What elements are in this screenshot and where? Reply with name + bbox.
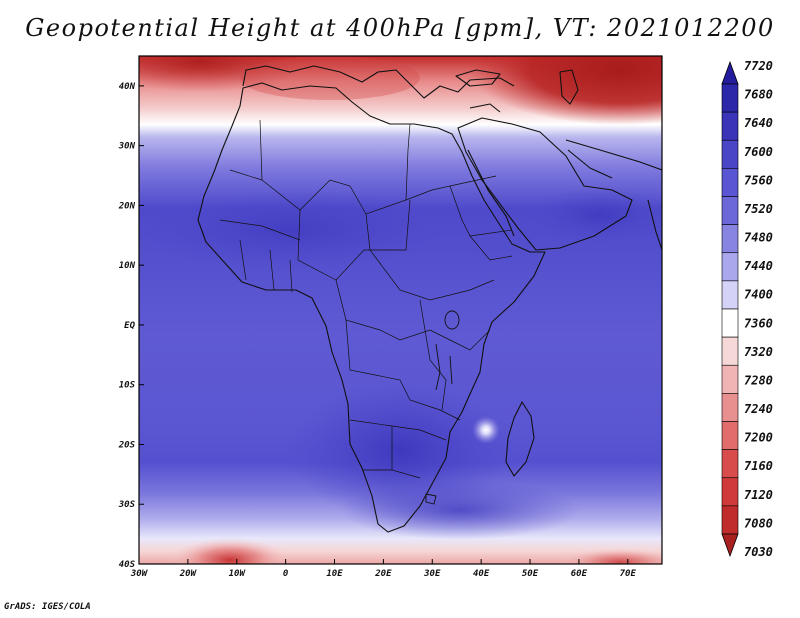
- colorbar-swatch: [721, 336, 739, 366]
- lat-tick-label: 40S: [119, 560, 136, 570]
- lon-tick-label: 40E: [473, 569, 490, 579]
- lakes: [425, 310, 460, 505]
- lon-tick-label: 20E: [374, 569, 392, 579]
- lon-tick-label: 10E: [326, 569, 343, 579]
- lat-tick-label: EQ: [124, 321, 135, 331]
- country-borders: [219, 119, 513, 479]
- lat-tick-label: 40N: [119, 82, 136, 92]
- colorbar-swatch: [721, 139, 739, 169]
- lat-tick-label: 10N: [119, 261, 136, 271]
- colorbar-label: 7280: [744, 373, 773, 387]
- map-title: Geopotential Height at 400hPa [gpm], VT:…: [25, 14, 775, 42]
- colorbar-min-triangle: [721, 533, 739, 558]
- colorbar-swatch: [721, 449, 739, 479]
- lat-tick-label: 30N: [118, 142, 136, 152]
- lon-tick-label: 60E: [571, 569, 588, 579]
- longitude-axis: 30W 20W 10W 0 10E 20E 30E 40E 50E 60E 70E: [130, 559, 637, 579]
- colorbar-label: 7400: [744, 288, 773, 302]
- colorbar-label: 7480: [744, 231, 773, 245]
- lon-tick-label: 30E: [423, 569, 441, 579]
- colorbar-swatch: [721, 252, 739, 282]
- lon-tick-label: 30W: [130, 569, 149, 579]
- colorbar-label: 7560: [744, 173, 773, 187]
- plot-frame: [138, 55, 663, 565]
- colorbar-label: 7640: [744, 116, 773, 130]
- colorbar-swatch: [721, 308, 739, 338]
- lon-tick-label: 70E: [620, 569, 637, 579]
- colorbar-label: 7120: [744, 488, 773, 502]
- colorbar-label: 7680: [744, 88, 773, 102]
- colorbar-label: 7200: [744, 431, 773, 445]
- colorbar-label: 7520: [744, 202, 773, 216]
- colorbar-swatch: [721, 196, 739, 225]
- lat-tick-label: 20N: [118, 201, 136, 211]
- colorbar-swatch: [721, 111, 739, 141]
- lon-tick-label: 20W: [179, 569, 198, 579]
- colorbar-swatch: [721, 477, 739, 507]
- colorbar-label: 7080: [744, 516, 773, 530]
- europe-coastline: [242, 65, 515, 113]
- lon-tick-label: 0: [283, 569, 289, 579]
- colorbar-label: 7240: [744, 402, 773, 416]
- colorbar-label: 7720: [744, 59, 773, 73]
- footer-credit: GrADS: IGES/COLA: [4, 602, 91, 612]
- colorbar-label: 7320: [744, 345, 773, 359]
- colorbar-swatch: [721, 168, 739, 197]
- colorbar-swatch: [721, 224, 739, 254]
- colorbar-swatch: [721, 280, 739, 310]
- colorbar-label: 7360: [744, 316, 773, 330]
- madagascar-coastline: [505, 401, 535, 477]
- colorbar-max-triangle: [721, 60, 739, 85]
- colorbar-label: 7160: [744, 459, 773, 473]
- colorbar-swatch: [721, 505, 739, 535]
- colorbar: 7720 7680 7640 7600 7560 7520 7480 7440 7400 7360…: [721, 59, 773, 559]
- height-field: [139, 56, 662, 564]
- lat-tick-label: 10S: [119, 381, 136, 391]
- coastlines: [197, 65, 662, 533]
- colorbar-label: 7440: [744, 259, 773, 273]
- colorbar-swatch: [721, 393, 739, 422]
- lon-tick-label: 10W: [229, 569, 247, 579]
- arabia-coastline: [457, 117, 633, 251]
- africa-coastline: [197, 82, 546, 533]
- colorbar-swatch: [721, 364, 739, 394]
- latitude-axis: 40N 30N 20N 10N EQ 10S 20S 30S 40S: [118, 82, 144, 570]
- lat-tick-label: 30S: [118, 500, 136, 510]
- colorbar-swatch: [721, 421, 739, 450]
- lat-tick-label: 20S: [118, 440, 136, 450]
- lon-tick-label: 50E: [522, 569, 539, 579]
- colorbar-label: 7600: [744, 145, 773, 159]
- colorbar-swatch: [721, 83, 739, 113]
- colorbar-label: 7030: [744, 545, 773, 559]
